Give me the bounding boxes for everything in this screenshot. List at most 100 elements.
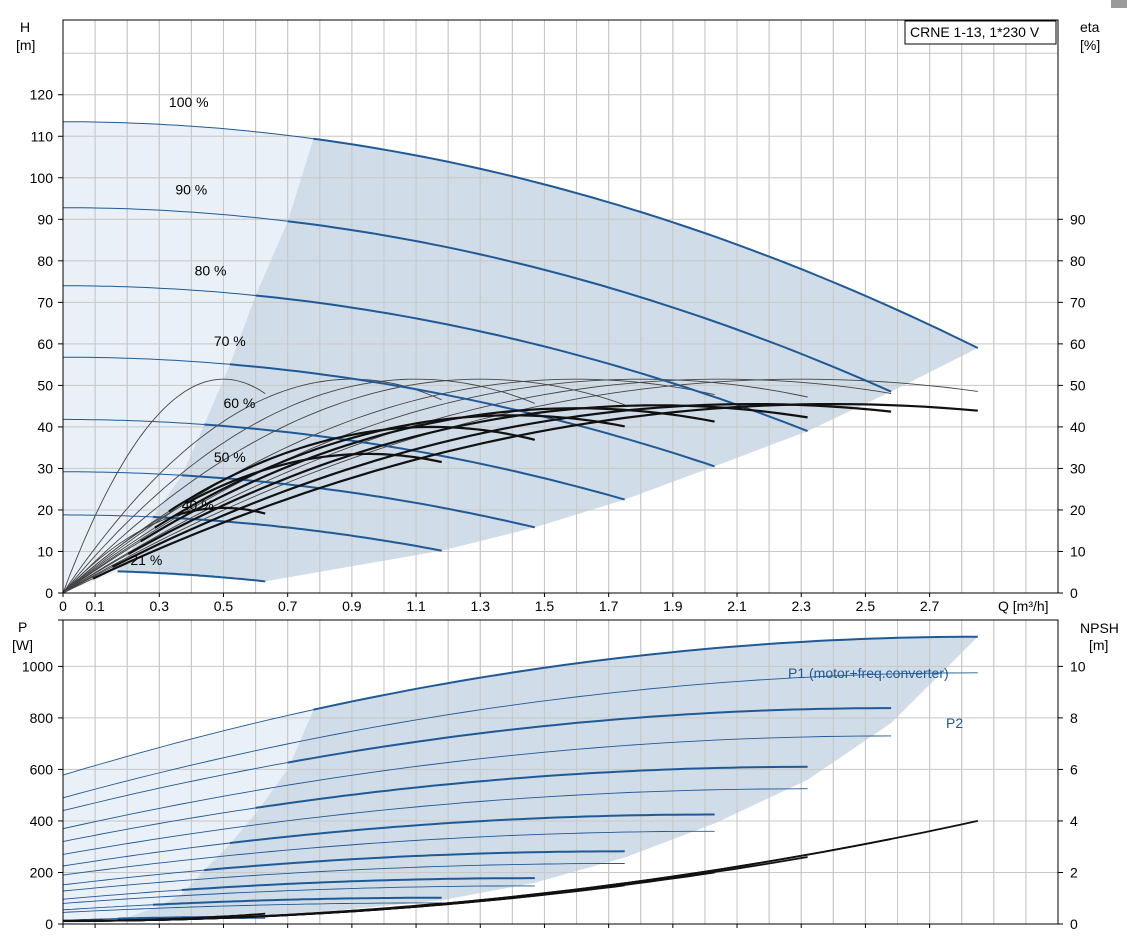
p2-curve <box>62 672 978 799</box>
legend-box <box>904 20 1057 45</box>
head-curve-label: 70 % <box>214 333 246 349</box>
npsh-curves <box>63 820 978 922</box>
p-tick-label: 1000 <box>22 658 53 674</box>
h-tick-label: 110 <box>31 128 54 144</box>
efficiency-curve <box>62 378 535 594</box>
operating-region-light <box>63 121 314 593</box>
top-frame <box>62 19 1059 594</box>
efficiency-curve-bold <box>154 414 625 529</box>
operating-region-dark <box>117 636 978 921</box>
efficiency-curve-bold <box>186 452 442 505</box>
p2-curve <box>62 735 892 830</box>
efficiency-curve <box>62 378 266 594</box>
head-curve-label: 21 % <box>130 552 162 568</box>
q-tick-label: 2.5 <box>856 598 876 614</box>
eta-tick-label: 60 <box>1070 336 1086 352</box>
head-curve-thin <box>62 121 314 140</box>
p1-curve <box>204 850 625 872</box>
npsh-tick-label: 2 <box>1070 864 1078 880</box>
p-axis-unit: [W] <box>12 637 33 653</box>
bottom-frame <box>62 619 1059 925</box>
head-curve-label: 90 % <box>175 181 207 197</box>
efficiency-curve-bold <box>168 425 536 513</box>
eta-tick-label: 80 <box>1070 253 1086 269</box>
top-grid <box>63 20 1058 593</box>
head-curve <box>117 570 266 583</box>
bottom-grid <box>63 620 1058 924</box>
p1-curve <box>152 896 442 906</box>
p2-curves <box>62 672 978 922</box>
q-tick-label: 2.3 <box>791 598 811 614</box>
npsh-tick-label: 10 <box>1070 658 1086 674</box>
head-curve-thin <box>63 514 153 518</box>
npsh-tick-label: 0 <box>1070 916 1078 932</box>
head-curve <box>204 423 625 501</box>
npsh-tick-label: 8 <box>1070 710 1078 726</box>
npsh-axis-unit: [m] <box>1089 637 1108 653</box>
q-tick-label: 0.3 <box>150 598 170 614</box>
p1-curve <box>313 635 978 711</box>
p2-series-label: P2 <box>946 715 963 731</box>
p2-curve <box>62 830 715 876</box>
eta-tick-label: 70 <box>1070 294 1086 310</box>
efficiency-curve-bold <box>111 403 892 568</box>
efficiency-curve <box>62 378 808 594</box>
eta-tick-label: 40 <box>1070 419 1086 435</box>
top-tick-labels: 0 10 20 30 40 50 60 70 80 90 100 110 120 0 10 20 30 40 50 6… <box>30 87 1086 614</box>
eta-tick-label: 10 <box>1070 543 1086 559</box>
q-tick-label: 2.7 <box>920 598 940 614</box>
q-tick-label: 0.1 <box>85 598 105 614</box>
p1-series-label: P1 (motor+freq.converter) <box>788 665 949 681</box>
h-tick-label: 30 <box>37 460 53 476</box>
head-curve <box>152 515 442 552</box>
efficiency-curve-thin <box>62 540 141 594</box>
operating-region-light <box>63 709 314 924</box>
q-tick-label: 1.1 <box>406 598 426 614</box>
p1-curve-thin <box>62 869 205 886</box>
npsh-curve <box>63 912 266 922</box>
head-curve-thin <box>63 471 182 476</box>
eta-tick-label: 50 <box>1070 377 1086 393</box>
head-curve-thin <box>63 356 230 365</box>
q-tick-label: 0.9 <box>342 598 362 614</box>
q-axis-label: Q [m³/h] <box>998 598 1049 614</box>
h-tick-label: 50 <box>37 377 53 393</box>
p1-curve <box>229 813 715 844</box>
operating-region-dark <box>117 138 978 582</box>
efficiency-curve-bold <box>92 403 978 580</box>
p1-curve-thin <box>62 807 256 843</box>
head-curve-thin <box>63 207 288 222</box>
efficiency-curve-thin <box>62 527 156 594</box>
p2-curve <box>62 863 625 892</box>
head-curve-thin <box>63 418 205 425</box>
p1-curves <box>62 635 978 921</box>
head-curve-label: 100 % <box>169 94 209 110</box>
h-tick-label: 40 <box>37 419 53 435</box>
eta-axis-label: eta <box>1080 19 1100 35</box>
head-curve-labels: 100 % 90 % 80 % 70 % 60 % 50 % 40 % 21 % <box>130 94 255 568</box>
p2-curve <box>62 885 535 904</box>
efficiency-curve-thin <box>62 578 94 594</box>
legend-box-title: CRNE 1-13, 1*230 V <box>910 24 1040 40</box>
p1-curve-thin <box>62 904 153 911</box>
efficiency-curve-thin <box>62 511 170 594</box>
p2-curve <box>62 788 808 855</box>
h-tick-label: 100 <box>30 170 54 186</box>
efficiency-curve-thin <box>62 515 176 594</box>
p-tick-label: 400 <box>30 813 54 829</box>
eta-tick-label: 20 <box>1070 502 1086 518</box>
q-tick-label: 1.5 <box>535 598 555 614</box>
h-axis-label: H <box>20 19 30 35</box>
p-tick-label: 200 <box>30 864 54 880</box>
eta-tick-label: 0 <box>1070 585 1078 601</box>
q-tick-label: 0.7 <box>278 598 298 614</box>
head-curve <box>229 363 715 468</box>
p-tick-label: 0 <box>45 916 53 932</box>
q-tick-label: 0.5 <box>214 598 234 614</box>
top-plot-frame <box>62 19 1059 594</box>
p1-curve-thin <box>62 762 288 812</box>
head-curve-label: 50 % <box>214 449 246 465</box>
q-tick-label: 0 <box>59 598 67 614</box>
efficiency-curve <box>62 378 625 594</box>
p1-curve <box>181 877 535 891</box>
